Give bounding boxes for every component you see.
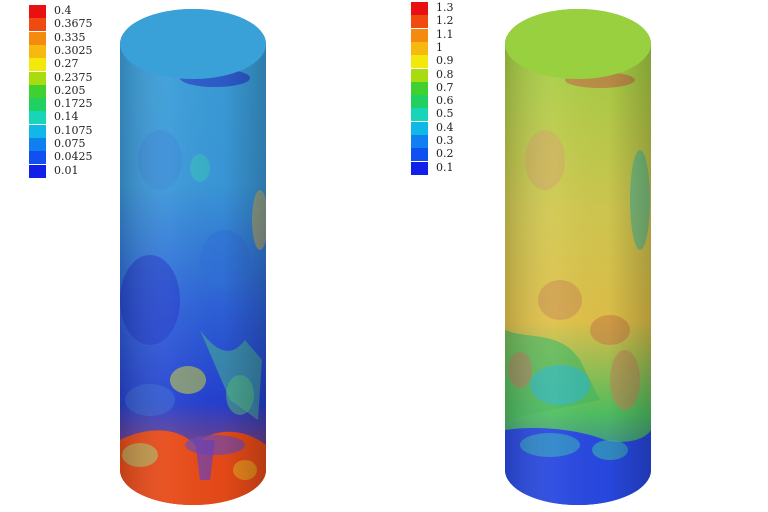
legend-label: 0.4 [54,4,72,17]
legend-swatch [411,121,428,135]
legend-entry: 0.9 [411,54,551,69]
legend-swatch [29,5,46,18]
right-legend: 1.3 1.2 1.1 1 0.9 0.8 0.7 0.6 0.5 0.4 0.3 0.2 0.1 [411,1,561,192]
legend-swatch [29,44,46,58]
legend-swatch [29,18,46,32]
left-cylinder [120,9,266,505]
legend-label: 0.9 [436,54,454,68]
legend-swatch [411,68,428,82]
legend-entry: 1 [411,40,551,55]
legend-swatch [29,98,46,112]
legend-swatch [29,151,46,165]
legend-label: 0.335 [54,30,86,44]
legend-swatch [29,84,46,98]
legend-label: 1 [436,40,443,54]
legend-label: 0.27 [54,57,79,71]
right-cylinder [505,9,651,505]
legend-entry: 1.3 [411,1,551,15]
legend-label: 0.6 [436,94,454,108]
legend-swatch [411,28,428,42]
legend-entry: 0.27 [29,57,169,72]
legend-swatch [411,55,428,69]
legend-label: 0.5 [436,107,454,121]
legend-entry: 0.8 [411,67,551,82]
legend-label: 0.075 [54,137,86,150]
legend-swatch [411,2,428,15]
left-cylinder-top [120,9,266,79]
legend-swatch [29,31,46,45]
legend-label: 0.3675 [54,17,93,31]
legend-entry: 0.0425 [29,150,169,165]
legend-label: 0.2 [436,147,454,161]
legend-entry: 1.2 [411,14,551,29]
legend-label: 0.1 [436,160,454,174]
legend-entry: 0.335 [29,30,169,45]
legend-entry: 0.3025 [29,43,169,58]
legend-entry: 0.1075 [29,123,169,138]
legend-entry: 0.6 [411,94,551,109]
left-legend: 0.4 0.3675 0.335 0.3025 0.27 0.2375 0.205 0.172… [29,4,179,195]
legend-entry: 0.5 [411,107,551,122]
legend-entry: 1.1 [411,27,551,42]
legend-entry: 0.14 [29,110,169,125]
legend-label: 0.01 [54,163,79,177]
legend-entry: 0.1 [411,160,551,175]
legend-entry: 0.7 [411,80,551,95]
legend-label: 0.205 [54,83,86,97]
legend-label: 0.1725 [54,97,93,111]
legend-label: 1.2 [436,14,454,28]
legend-swatch [411,161,428,175]
legend-label: 0.1075 [54,123,93,137]
legend-swatch [411,108,428,122]
legend-entry: 0.4 [29,4,169,18]
right-cylinder-top [505,9,651,79]
legend-label: 0.8 [436,67,454,81]
legend-label: 0.2375 [54,70,93,84]
legend-swatch [29,71,46,85]
legend-entry: 0.2375 [29,70,169,85]
legend-label: 0.7 [436,80,454,94]
legend-swatch [29,164,46,178]
legend-entry: 0.3 [411,134,551,148]
legend-swatch [411,95,428,109]
legend-entry: 0.4 [411,120,551,135]
legend-swatch [411,135,428,148]
legend-label: 0.4 [436,120,454,134]
legend-label: 0.14 [54,110,79,124]
legend-entry: 0.205 [29,83,169,98]
legend-entry: 0.2 [411,147,551,162]
legend-swatch [411,81,428,95]
legend-swatch [411,41,428,55]
legend-swatch [411,148,428,162]
legend-entry: 0.075 [29,137,169,151]
legend-entry: 0.3675 [29,17,169,32]
legend-label: 1.1 [436,27,454,41]
legend-label: 0.3 [436,134,454,147]
legend-swatch [29,111,46,125]
legend-label: 1.3 [436,1,454,14]
legend-entry: 0.1725 [29,97,169,112]
legend-label: 0.0425 [54,150,93,164]
legend-swatch [29,124,46,138]
legend-entry: 0.01 [29,163,169,178]
legend-label: 0.3025 [54,43,93,57]
legend-swatch [29,138,46,151]
legend-swatch [29,58,46,72]
legend-swatch [411,15,428,29]
